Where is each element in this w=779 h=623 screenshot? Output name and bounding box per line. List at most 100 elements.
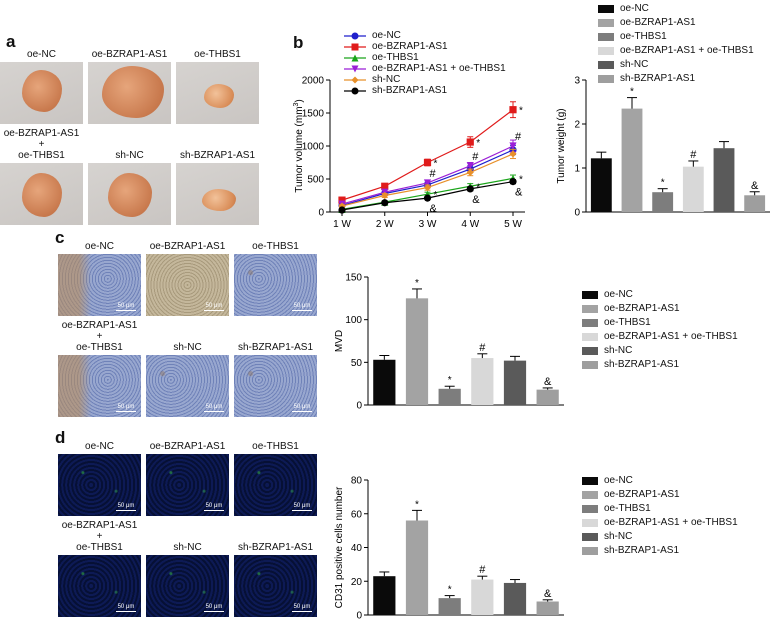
scale-bar-line: [116, 510, 136, 511]
tumor-weight-chart: 0 1 2 3 Tumor weight (g) * * # &: [556, 76, 770, 219]
tumor-sample: [102, 66, 164, 118]
legend-label: oe-BZRAP1-AS1 + oe-THBS1: [604, 331, 738, 342]
legend-item: sh-BZRAP1-AS1: [344, 85, 506, 96]
svg-text:2 W: 2 W: [376, 219, 394, 230]
legend-swatch: [582, 291, 598, 299]
legend-swatch: [582, 477, 598, 485]
caption-line: oe-THBS1: [194, 49, 241, 60]
scale-bar-line: [204, 611, 224, 612]
legend-item: sh-NC: [344, 74, 506, 85]
svg-text:&: &: [751, 180, 759, 192]
caption-line: oe-BZRAP1-AS1: [61, 320, 138, 331]
svg-text:150: 150: [345, 273, 362, 284]
image-caption: oe-BZRAP1-AS1 + oe-THBS1: [58, 520, 141, 553]
legend-label: oe-BZRAP1-AS1: [604, 489, 680, 500]
caption-line: +: [96, 331, 103, 342]
tumor-volume-legend: oe-NC oe-BZRAP1-AS1 oe-THBS1 oe-BZRAP1-AS1 …: [344, 30, 506, 96]
tumor-sample: [22, 70, 62, 112]
image-caption: oe-BZRAP1-AS1: [146, 441, 229, 452]
fluorescence-image: 50 μm: [146, 454, 229, 516]
scale-bar: 50 μm: [292, 303, 312, 311]
svg-text:Tumor weight (g): Tumor weight (g): [556, 108, 567, 183]
legend-swatch: [582, 533, 598, 541]
legend-label: oe-NC: [604, 289, 633, 300]
svg-text:&: &: [515, 187, 523, 199]
image-caption: oe-THBS1: [234, 241, 317, 252]
caption-line: oe-THBS1: [18, 150, 65, 161]
caption-line: sh-NC: [115, 150, 144, 161]
scale-bar: 50 μm: [204, 503, 224, 511]
ihc-image: 50 μm: [58, 355, 141, 417]
panel-a-label: a: [6, 32, 16, 51]
tumor-photo: [88, 62, 171, 124]
panel-c-label: c: [55, 228, 65, 247]
caption-line: sh-BZRAP1-AS1: [179, 150, 256, 161]
svg-text:*: *: [415, 278, 419, 289]
legend-item: oe-NC: [582, 474, 738, 488]
caption-line: oe-THBS1: [76, 342, 123, 353]
image-caption: oe-THBS1: [176, 49, 259, 60]
scale-bar-label: 50 μm: [117, 303, 135, 309]
legend-marker: [344, 87, 366, 94]
legend-marker: [344, 54, 366, 61]
ihc-image: 50 μm: [234, 254, 317, 316]
caption-line: sh-BZRAP1-AS1: [237, 542, 314, 553]
tumor-sample: [204, 84, 234, 108]
scale-bar-label: 50 μm: [293, 503, 311, 509]
tumor-sample: [22, 173, 62, 217]
scale-bar: 50 μm: [116, 303, 136, 311]
svg-text:*: *: [476, 138, 480, 149]
caption-line: oe-NC: [85, 441, 114, 452]
legend-label: oe-BZRAP1-AS1: [372, 41, 448, 52]
svg-text:1 W: 1 W: [333, 219, 351, 230]
svg-text:*: *: [519, 106, 523, 117]
caption-line: sh-NC: [173, 542, 202, 553]
legend-label: sh-BZRAP1-AS1: [604, 545, 680, 556]
legend-item: oe-THBS1: [582, 502, 738, 516]
legend-item: oe-BZRAP1-AS1: [582, 488, 738, 502]
legend-item: oe-NC: [582, 288, 738, 302]
scale-bar-line: [292, 310, 312, 311]
image-caption: sh-NC: [146, 542, 229, 553]
svg-text:*: *: [630, 87, 634, 98]
fluorescence-image: 50 μm: [146, 555, 229, 617]
legend-item: sh-BZRAP1-AS1: [582, 358, 738, 372]
legend-item: oe-NC: [598, 2, 754, 16]
svg-text:0: 0: [318, 208, 324, 219]
tumor-volume-chart: 0 500 1000 1500 2000 1 W 2 W 3 W 4 W 5 W Tumor vol…: [293, 76, 525, 230]
svg-text:3 W: 3 W: [419, 219, 437, 230]
svg-text:5 W: 5 W: [504, 219, 522, 230]
legend-marker: [344, 43, 366, 50]
svg-text:Tumor volume (mm3): Tumor volume (mm3): [293, 99, 305, 193]
fluorescence-image: 50 μm: [58, 555, 141, 617]
caption-line: sh-NC: [173, 342, 202, 353]
fluorescence-image: 50 μm: [234, 555, 317, 617]
legend-label: sh-NC: [604, 345, 633, 356]
legend-item: sh-BZRAP1-AS1: [598, 72, 754, 86]
caption-line: +: [38, 139, 45, 150]
svg-text:3: 3: [574, 76, 580, 87]
legend-item: oe-BZRAP1-AS1: [582, 302, 738, 316]
tumor-photo: [0, 163, 83, 225]
legend-item: oe-THBS1: [344, 52, 506, 63]
legend-label: oe-BZRAP1-AS1: [604, 303, 680, 314]
legend-swatch: [582, 519, 598, 527]
scale-bar-line: [116, 611, 136, 612]
tumor-photo: [176, 163, 259, 225]
caption-line: oe-BZRAP1-AS1: [91, 49, 168, 60]
scale-bar: 50 μm: [204, 404, 224, 412]
legend-item: oe-THBS1: [598, 30, 754, 44]
legend-swatch: [582, 361, 598, 369]
image-caption: oe-BZRAP1-AS1: [88, 49, 171, 60]
tumor-sample: [202, 189, 236, 211]
svg-text:&: &: [430, 203, 438, 215]
legend-label: oe-THBS1: [620, 31, 667, 42]
legend-swatch: [582, 491, 598, 499]
svg-text:20: 20: [351, 577, 363, 588]
caption-line: oe-BZRAP1-AS1: [3, 128, 80, 139]
legend-item: oe-BZRAP1-AS1 + oe-THBS1: [582, 516, 738, 530]
scale-bar: 50 μm: [292, 404, 312, 412]
caption-line: sh-BZRAP1-AS1: [237, 342, 314, 353]
svg-text:#: #: [479, 564, 486, 576]
legend-swatch: [598, 61, 614, 69]
